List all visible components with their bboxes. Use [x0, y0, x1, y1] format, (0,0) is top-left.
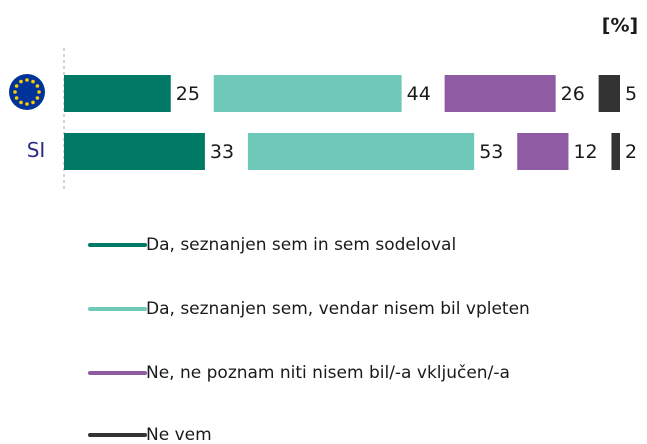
value-label: 44: [407, 83, 431, 105]
legend-label: Ne, ne poznam niti nisem bil/-a vključen…: [146, 363, 510, 383]
value-label: 26: [561, 83, 585, 105]
bar-segment: [611, 133, 620, 170]
bar-segment: [64, 75, 171, 112]
value-label: 12: [573, 141, 597, 163]
legend-label: Da, seznanjen sem, vendar nisem bil vple…: [146, 299, 530, 319]
value-label: 2: [625, 141, 637, 163]
unit-label: [%]: [602, 15, 638, 37]
value-label: 53: [479, 141, 503, 163]
bar-segment: [598, 75, 620, 112]
legend-label: Ne vem: [146, 425, 212, 444]
bar-segment: [444, 75, 556, 112]
eu-flag: [9, 74, 45, 110]
bar-segment: [247, 133, 475, 170]
value-label: 33: [210, 141, 234, 163]
bar-segment: [64, 133, 205, 170]
category-label: SI: [27, 138, 46, 162]
bar-segment: [213, 75, 402, 112]
legend-label: Da, seznanjen sem in sem sodeloval: [146, 235, 456, 255]
bar-segment: [517, 133, 569, 170]
value-label: 5: [625, 83, 637, 105]
value-label: 25: [176, 83, 200, 105]
